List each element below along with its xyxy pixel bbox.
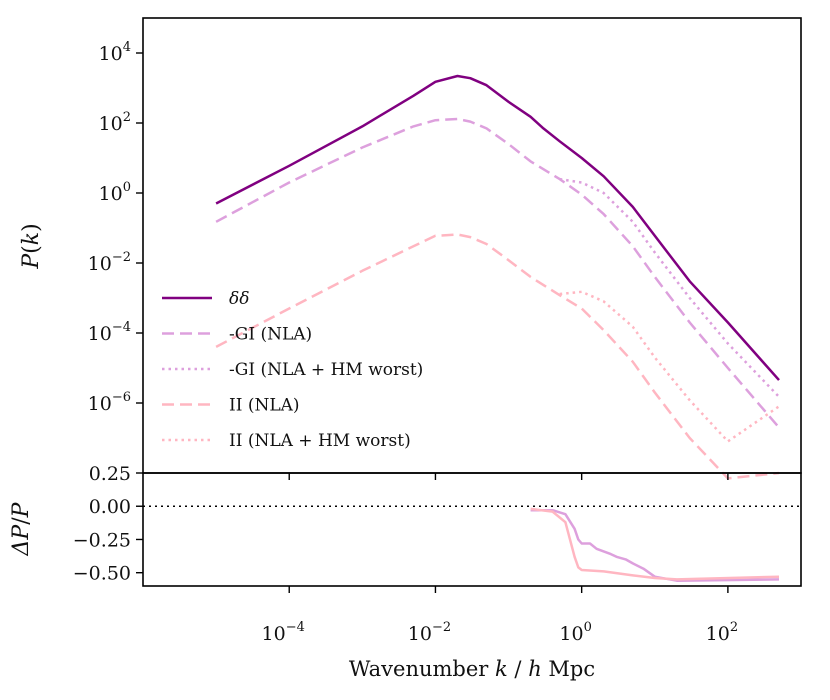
bottom-y-tick-label-1: 0.00 (89, 496, 131, 518)
x-tick-label-0-exponent: −4 (286, 620, 305, 635)
top-y-tick-label-1: 102 (99, 110, 131, 135)
bottom-y-tick-label-0: 0.25 (89, 463, 131, 485)
legend-label-4: II (NLA + HM worst) (229, 431, 411, 451)
x-ticks: 10−4 10−2 100 102 (262, 473, 738, 645)
ylabel-slash: / (9, 517, 34, 525)
legend-label-1: -GI (NLA) (229, 325, 312, 345)
xlabel-k: k (495, 657, 508, 681)
top-y-tick-label-2-base: 10 (99, 183, 123, 205)
x-tick-label-3-base: 10 (706, 623, 730, 645)
top-y-tick-label-0: 104 (99, 40, 131, 65)
bottom-panel-frame (142, 472, 802, 587)
x-tick-label-3: 102 (706, 620, 738, 645)
residual-line-1 (530, 507, 780, 581)
top-y-tick-label-2: 100 (99, 180, 131, 205)
series-line-1 (215, 117, 780, 429)
x-tick-label-2-exponent: 0 (584, 620, 592, 635)
xlabel-mpc: Mpc (542, 657, 595, 681)
x-axis-label: Wavenumber k / h Mpc (349, 657, 595, 681)
top-y-tick-label-3-exponent: −2 (112, 250, 131, 265)
top-y-tick-label-5: 10−6 (88, 390, 131, 415)
top-y-tick-label-5-exponent: −6 (112, 390, 131, 405)
x-tick-label-2: 100 (559, 620, 591, 645)
xlabel-slash: / (508, 657, 528, 681)
series-line-2 (559, 177, 780, 398)
top-y-tick-label-2-exponent: 0 (123, 180, 131, 195)
top-y-tick-label-0-base: 10 (99, 43, 123, 65)
top-y-tick-label-0-exponent: 4 (123, 40, 131, 55)
series-line-4 (559, 290, 780, 443)
bottom-y-axis-label: ΔP/P (9, 501, 34, 556)
ylabel-paren-open: ( (19, 245, 44, 254)
bottom-series-group (143, 505, 801, 582)
bottom-y-tick-label-3: −0.50 (73, 563, 131, 585)
x-tick-label-2-base: 10 (559, 623, 583, 645)
xlabel-wavenumber: Wavenumber (349, 657, 495, 681)
top-y-tick-label-4-exponent: −4 (112, 320, 131, 335)
top-y-tick-label-3: 10−2 (88, 250, 131, 275)
top-y-tick-label-4: 10−4 (88, 320, 131, 345)
top-y-tick-label-4-base: 10 (88, 323, 112, 345)
x-tick-label-0-base: 10 (262, 623, 286, 645)
legend-label-0: δδ (229, 289, 249, 309)
x-tick-label-1: 10−2 (408, 620, 451, 645)
ylabel-p: P (9, 501, 34, 518)
residual-line-0 (530, 508, 780, 582)
top-y-tick-label-3-base: 10 (88, 253, 112, 275)
ylabel-symbol: P (19, 253, 44, 270)
bottom-y-ticks: 0.25 0.00 −0.25 −0.50 (73, 463, 143, 585)
legend-label-2: -GI (NLA + HM worst) (229, 360, 423, 380)
x-tick-label-0: 10−4 (262, 620, 305, 645)
legend-label-3: II (NLA) (229, 396, 300, 416)
top-y-axis-label: P(k) (19, 223, 44, 269)
xlabel-h: h (528, 657, 542, 681)
series-line-0 (215, 74, 780, 381)
ylabel-k: k (19, 232, 44, 245)
top-y-tick-label-5-base: 10 (88, 393, 112, 415)
ylabel-paren-close: ) (19, 223, 44, 232)
bottom-y-tick-label-2: −0.25 (73, 529, 131, 551)
residual-panel: 0.25 0.00 −0.25 −0.50 ΔP/P (9, 463, 802, 587)
legend: δδ -GI (NLA) -GI (NLA + HM worst) II (NLA) I… (162, 289, 423, 451)
x-tick-label-1-exponent: −2 (432, 620, 451, 635)
ylabel-delta-p: ΔP (9, 524, 34, 557)
top-y-tick-label-1-base: 10 (99, 113, 123, 135)
x-tick-label-3-exponent: 2 (730, 620, 738, 635)
top-series-group (215, 74, 780, 480)
top-y-tick-label-1-exponent: 2 (123, 110, 131, 125)
x-tick-label-1-base: 10 (408, 623, 432, 645)
